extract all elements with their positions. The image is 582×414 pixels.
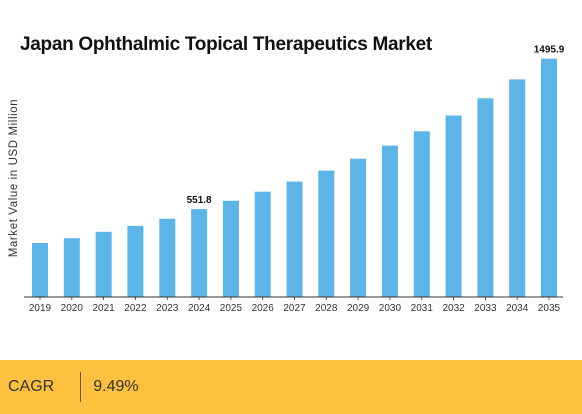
bar-2023 (159, 218, 176, 297)
bar-2022 (127, 225, 144, 297)
x-tick-label-2022: 2022 (124, 303, 147, 314)
x-tick-label-2026: 2026 (252, 303, 275, 314)
bar-2021 (95, 231, 112, 297)
x-tick-label-2020: 2020 (61, 303, 84, 314)
x-tick-label-2023: 2023 (156, 303, 179, 314)
x-tick-label-2034: 2034 (506, 303, 529, 314)
bar-2028 (318, 170, 335, 297)
chart-card: Japan Ophthalmic Topical Therapeutics Ma… (8, 34, 565, 314)
bar-2030 (381, 145, 398, 297)
cagr-divider (80, 372, 82, 402)
x-tick-label-2035: 2035 (538, 303, 561, 314)
bar-2019 (32, 243, 48, 297)
chart-title: Japan Ophthalmic Topical Therapeutics Ma… (20, 34, 432, 55)
data-label-2035: 1495.9 (534, 45, 565, 56)
x-tick-label-2033: 2033 (474, 303, 497, 314)
cagr-bar: CAGR 9.49% (0, 360, 582, 414)
x-tick-label-2032: 2032 (442, 303, 465, 314)
x-tick-label-2031: 2031 (411, 303, 434, 314)
x-tick-label-2028: 2028 (315, 303, 338, 314)
bar-2032 (445, 115, 462, 297)
bar-2024 (191, 209, 208, 297)
bar-2020 (63, 238, 80, 297)
bar-2035 (541, 58, 557, 298)
bar-2033 (477, 98, 494, 297)
bar-2034 (509, 79, 526, 298)
x-tick-label-2024: 2024 (188, 303, 211, 314)
x-tick-label-2029: 2029 (347, 303, 370, 314)
y-axis-label: Market Value in USD Million (8, 99, 20, 258)
bar-2031 (413, 131, 430, 297)
cagr-value: 9.49% (93, 378, 139, 395)
x-tick-label-2021: 2021 (92, 303, 115, 314)
bar-2025 (222, 200, 239, 297)
x-tick-label-2030: 2030 (379, 303, 402, 314)
bar-chart: Market Value in USD Million 2019 2020 2021 2… (8, 45, 565, 314)
bar-2027 (286, 181, 303, 297)
bar-2026 (254, 191, 271, 297)
x-tick-label-2019: 2019 (29, 303, 52, 314)
cagr-label: CAGR (8, 378, 55, 395)
x-tick-label-2027: 2027 (283, 303, 306, 314)
x-tick-label-2025: 2025 (220, 303, 243, 314)
data-label-2024: 551.8 (187, 195, 212, 206)
bar-2029 (350, 158, 367, 297)
